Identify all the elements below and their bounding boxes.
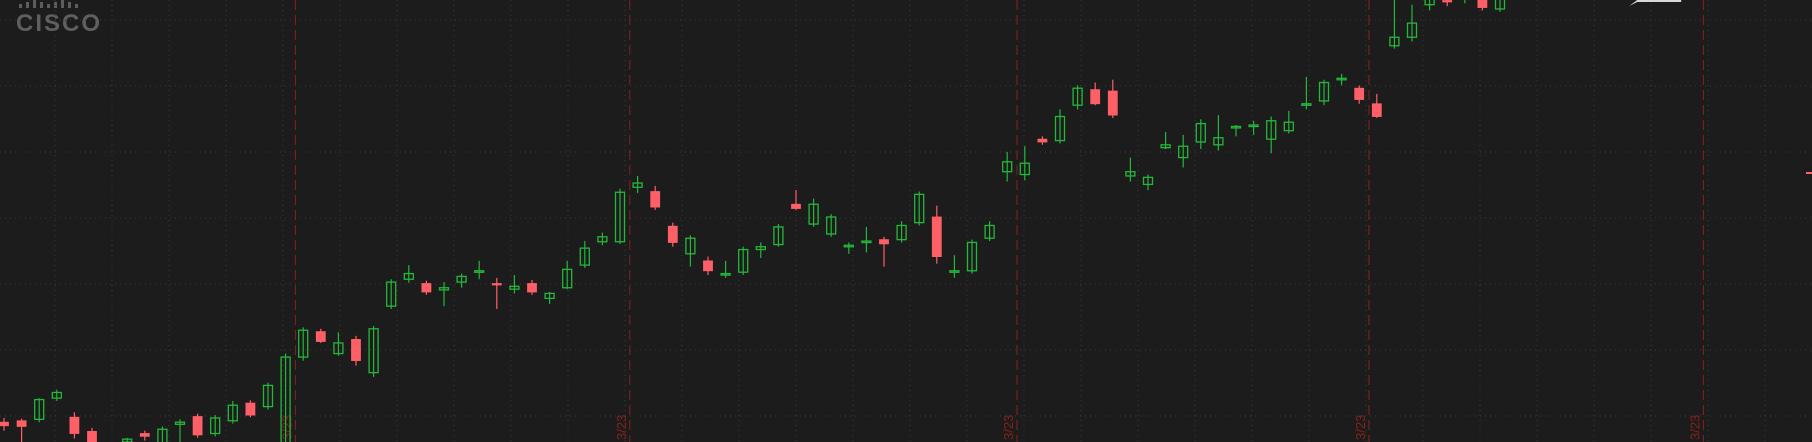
candle-up [826, 216, 837, 235]
cisco-logo: CISCO [16, 0, 102, 38]
date-label: 3/23 [1353, 415, 1368, 440]
candle-down [192, 416, 203, 436]
candle-down [650, 191, 661, 208]
candle-up [597, 236, 608, 243]
candle-up [984, 224, 995, 239]
candle-up [808, 203, 819, 225]
candle-up [896, 224, 907, 241]
candle-up [1002, 161, 1013, 173]
candle-down [791, 203, 801, 209]
candle-down [315, 331, 326, 342]
candle-down [1090, 89, 1101, 105]
candle-down [879, 239, 889, 245]
candle-up [262, 384, 274, 408]
candle-down [139, 433, 150, 437]
candle-up [1160, 144, 1171, 149]
candle-down [421, 283, 432, 293]
candle-up [403, 272, 414, 280]
candle-up [1336, 77, 1347, 81]
candle-up [122, 438, 133, 442]
candle-up [773, 226, 784, 246]
candle-down [0, 421, 9, 427]
candle-up [34, 398, 45, 421]
candle-up [280, 356, 291, 442]
candle-down [351, 339, 361, 362]
candle-up [1142, 176, 1154, 186]
candle-up [51, 391, 62, 399]
high-price-marker [1629, 0, 1682, 6]
logo-wordmark: CISCO [16, 10, 103, 37]
candle-down [491, 283, 502, 286]
candle-up [210, 417, 221, 435]
candle-down [87, 430, 97, 442]
candle-up [632, 182, 643, 188]
candle-up [843, 244, 854, 248]
candle-up [1389, 36, 1400, 47]
candle-up [1230, 125, 1242, 129]
candle-up [298, 329, 309, 358]
date-label: 3/23 [614, 415, 629, 440]
candle-up [1248, 124, 1259, 128]
candle-up [157, 428, 168, 442]
candle-up [562, 268, 573, 289]
candle-down [1477, 0, 1488, 8]
candle-up [1125, 171, 1136, 177]
candle-up [1318, 81, 1330, 102]
candle-up [1266, 120, 1277, 140]
candle-up [333, 342, 344, 355]
candle-up [720, 272, 731, 276]
candle-up [1424, 0, 1435, 6]
candle-up [755, 246, 766, 251]
candle-down [16, 420, 27, 427]
candle-up [456, 275, 467, 283]
candle-up [1178, 145, 1189, 159]
date-label: 3/23 [1001, 415, 1016, 440]
candle-up [1494, 0, 1506, 10]
candle-up [227, 404, 238, 422]
candle-down [1371, 103, 1382, 117]
candle-up [738, 248, 749, 273]
candle-up [544, 292, 555, 300]
candle-up [1406, 22, 1418, 38]
candle-up [474, 270, 485, 273]
candle-up [438, 287, 450, 291]
candle-up [966, 241, 978, 272]
candle-up [579, 247, 590, 266]
candle-up [368, 328, 379, 374]
candle-up [1054, 115, 1066, 142]
candle-down [931, 216, 942, 258]
candle-down [69, 416, 80, 434]
candle-up [685, 237, 696, 255]
candle-up [1072, 87, 1083, 106]
candle-up [861, 240, 872, 244]
candle-up [174, 421, 186, 425]
candle-down [1107, 90, 1118, 116]
candle-up [614, 191, 626, 243]
candle-down [245, 402, 256, 416]
candle-down [703, 260, 713, 272]
candle-down [1037, 138, 1048, 143]
candle-up [914, 193, 925, 224]
candle-up [1283, 121, 1294, 132]
candle-up [1195, 122, 1206, 143]
candle-down [1442, 0, 1453, 3]
candle-up [509, 285, 520, 290]
candle-down [1354, 87, 1365, 100]
candle-up [949, 270, 960, 273]
candle-down [667, 225, 678, 243]
candle-up [1301, 103, 1312, 106]
candle-up [386, 281, 397, 307]
date-label: 3/23 [1687, 415, 1702, 440]
candle-up [1213, 137, 1224, 146]
candle-down [527, 283, 537, 293]
candle-up [1019, 162, 1030, 176]
